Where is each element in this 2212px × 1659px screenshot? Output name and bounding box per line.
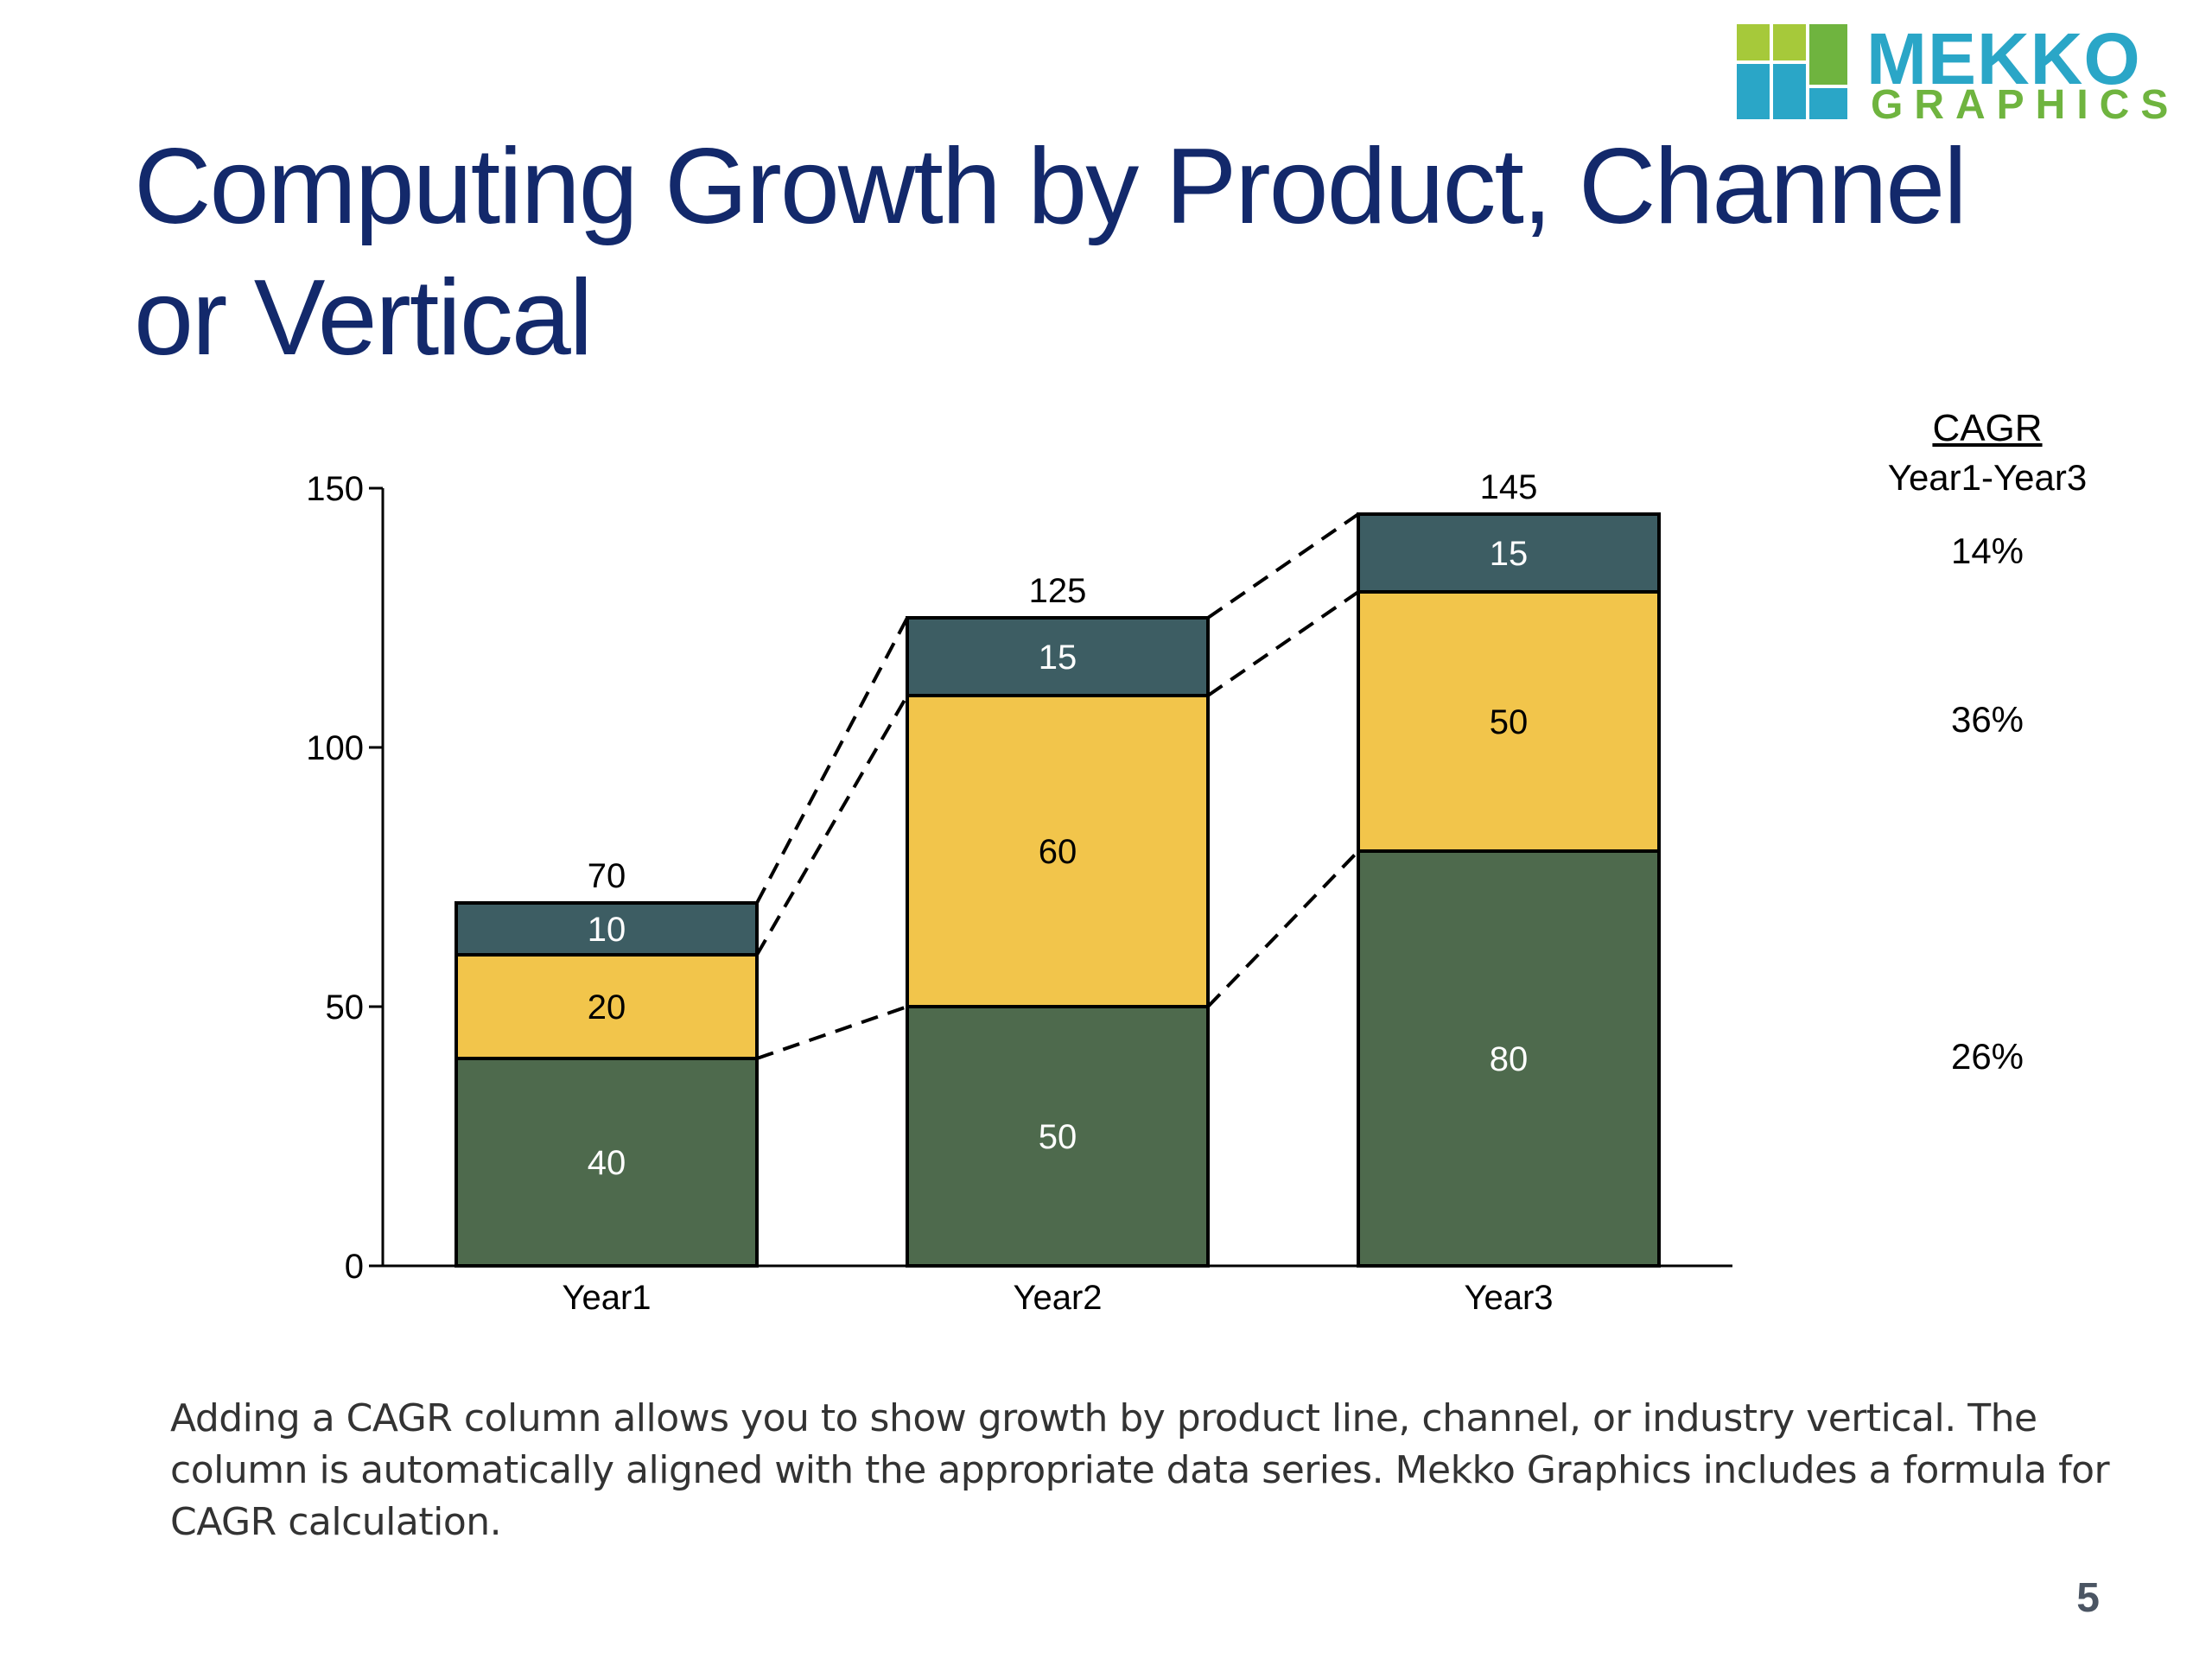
bar-segment <box>906 616 1210 697</box>
total-label: 145 <box>1480 468 1538 506</box>
bar-segment <box>1357 590 1661 853</box>
cagr-value: 26% <box>1950 1036 2024 1077</box>
logo-word-mekko: MEKKO <box>1866 18 2141 99</box>
bar-group: 40 20 10 70 50 60 15 125 80 50 15 145 <box>454 468 1661 1268</box>
cagr-value: 36% <box>1950 699 2024 740</box>
slide-note: Adding a CAGR column allows you to show … <box>170 1396 2110 1544</box>
x-tick-label: Year2 <box>1013 1279 1102 1317</box>
data-label: 20 <box>588 988 626 1027</box>
bar-segment <box>906 694 1210 1008</box>
x-tick-label: Year3 <box>1464 1279 1553 1317</box>
x-tick-label: Year1 <box>562 1279 651 1317</box>
cagr-value: 14% <box>1950 531 2024 571</box>
connector-line <box>755 617 909 904</box>
total-label: 70 <box>588 857 626 895</box>
mekko-graphics-logo: MEKKO GRAPHICS <box>1737 18 2195 128</box>
connector-line <box>1206 590 1360 697</box>
total-label: 125 <box>1029 572 1087 610</box>
connector-line <box>755 694 909 957</box>
cagr-title: CAGR <box>1932 407 2043 449</box>
connector-line <box>756 1005 908 1060</box>
y-tick-label: 100 <box>306 729 364 767</box>
connector-lines <box>755 512 1360 1060</box>
y-tick-label: 0 <box>345 1248 364 1286</box>
data-label: 80 <box>1490 1040 1529 1078</box>
bar-segment <box>906 1005 1210 1268</box>
y-tick-label: 150 <box>306 470 364 508</box>
logo-word-graphics: GRAPHICS <box>1871 82 2180 128</box>
logo-mark-icon <box>1737 24 1847 119</box>
bar-segment <box>1357 512 1661 594</box>
bar-segment <box>454 1057 759 1268</box>
connector-line <box>1206 512 1360 620</box>
y-tick-label: 50 <box>326 988 365 1027</box>
data-label: 15 <box>1039 639 1077 677</box>
data-label: 10 <box>588 911 626 949</box>
cagr-header: CAGR Year1-Year3 <box>1858 404 2117 503</box>
data-label: 50 <box>1490 703 1529 741</box>
slide-title: Computing Growth by Product, Channel or … <box>134 127 1967 378</box>
data-label: 40 <box>588 1144 626 1182</box>
data-label: 60 <box>1039 833 1077 871</box>
page-number: 5 <box>2076 1575 2100 1621</box>
connector-line <box>1206 849 1360 1008</box>
bar-segment <box>454 901 759 957</box>
data-label: 50 <box>1039 1118 1077 1156</box>
data-label: 15 <box>1490 535 1529 573</box>
chart-axes: Year1 Year2 Year3 0 50 100 150 <box>306 470 1732 1317</box>
cagr-subtitle: Year1-Year3 <box>1887 457 2088 498</box>
